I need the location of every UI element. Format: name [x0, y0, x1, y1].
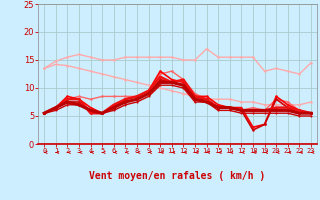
X-axis label: Vent moyen/en rafales ( km/h ): Vent moyen/en rafales ( km/h ) — [90, 171, 266, 181]
